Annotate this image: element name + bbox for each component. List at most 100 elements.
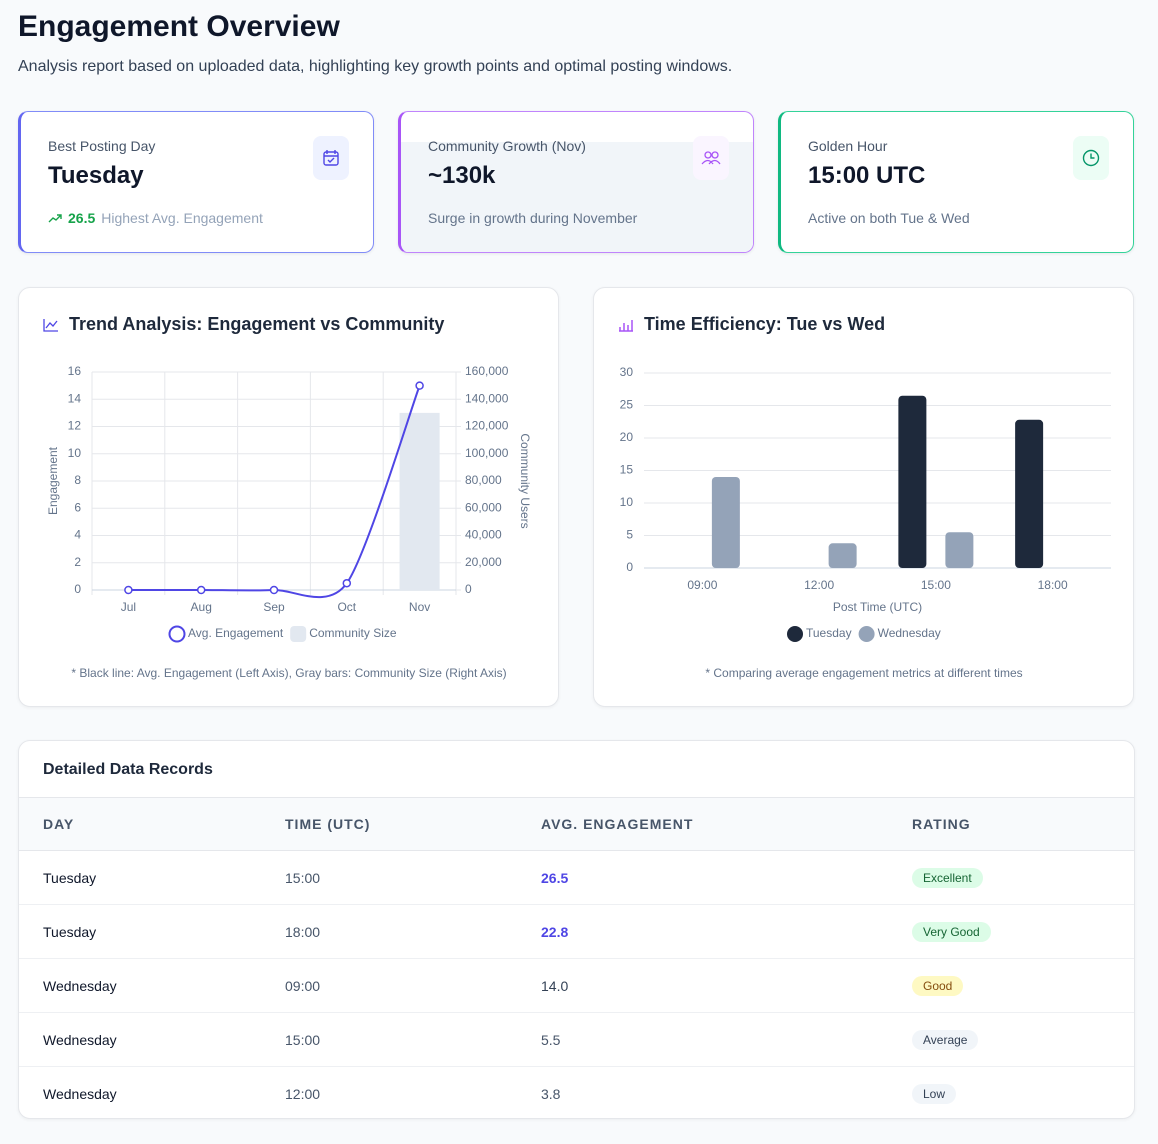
x-tick-label: Aug [191, 600, 212, 614]
cell: Excellent [911, 850, 1134, 905]
bar [945, 532, 974, 568]
y-tick-label: 2 [74, 555, 81, 569]
cell: 14.0 [540, 958, 911, 1013]
trend-icon [48, 214, 62, 223]
cell: 18:00 [284, 904, 540, 959]
cell: Tuesday [19, 904, 284, 959]
legend-swatch [290, 626, 307, 642]
card-label: Golden Hour [808, 138, 888, 154]
legend-swatch [787, 626, 803, 642]
cell: Tuesday [19, 850, 284, 905]
point [415, 381, 424, 390]
legend-swatch [168, 625, 186, 643]
y2-axis-title: Community Users [518, 433, 532, 528]
rating-badge: Very Good [912, 921, 991, 942]
x-tick-label: 12:00 [804, 578, 834, 592]
y-tick-label: 15 [620, 463, 634, 477]
card-icon [313, 136, 349, 180]
bar [711, 477, 740, 568]
chart-icon [619, 319, 633, 332]
cell: 15:00 [284, 850, 540, 905]
table-row: Wednesday 15:00 5.5 Average [19, 1012, 1134, 1067]
stat-card: Community Growth (Nov) ~130k Surge in gr… [398, 111, 754, 253]
legend-swatch [858, 626, 875, 642]
column-header: AVG. ENGAGEMENT [540, 797, 911, 851]
column-header: RATING [911, 797, 1134, 851]
bar [828, 543, 857, 568]
y-tick-label: 5 [626, 528, 633, 542]
card-note: Highest Avg. Engagement [101, 210, 263, 226]
data-table: DAY TIME (UTC) AVG. ENGAGEMENT RATING Tu… [19, 797, 1134, 1119]
y-tick-label: 10 [620, 495, 634, 509]
y-tick-label: 20 [620, 430, 634, 444]
rating-badge: Low [912, 1083, 957, 1104]
chart-heading: Time Efficiency: Tue vs Wed [618, 314, 885, 335]
chart-title: Trend Analysis: Engagement vs Community [69, 314, 445, 334]
chart: 0 2 4 6 8 10 12 14 16 0 20,000 40,000 60,000 80,000 10… [46, 364, 532, 680]
stat-card: Best Posting Day Tuesday 26.5 Highest Av… [18, 111, 374, 253]
page-subtitle: Analysis report based on uploaded data, … [18, 58, 733, 75]
legend-label: Avg. Engagement [188, 626, 284, 640]
bar [1015, 419, 1044, 568]
y-tick-label: 12 [68, 419, 82, 433]
x-tick-label: Oct [337, 600, 356, 614]
point [269, 585, 279, 595]
y-tick-label: 25 [620, 398, 634, 412]
legend-label: Tuesday [806, 626, 852, 640]
table-row: Wednesday 09:00 14.0 Good [19, 958, 1134, 1013]
table-row: Wednesday 12:00 3.8 Low [19, 1067, 1134, 1119]
cell: 26.5 [540, 850, 911, 905]
y2-tick-label: 40,000 [465, 528, 502, 542]
y2-tick-label: 120,000 [465, 419, 509, 433]
y-tick-label: 0 [626, 560, 633, 574]
point [342, 578, 352, 588]
cell: Average [911, 1012, 1134, 1067]
cell: 15:00 [284, 1012, 540, 1067]
cell: 12:00 [285, 1085, 321, 1102]
table-panel: Detailed Data Records DAY TIME (UTC) AVG… [18, 740, 1135, 1119]
x-tick-label: 15:00 [921, 578, 951, 592]
card-icon [1073, 136, 1109, 180]
rating-badge: Average [912, 1029, 979, 1050]
y2-tick-label: 100,000 [465, 446, 509, 460]
stat-card: Golden Hour 15:00 UTC Active on both Tue… [778, 111, 1134, 253]
chart-footnote: * Black line: Avg. Engagement (Left Axis… [71, 666, 506, 680]
column-header: DAY [19, 797, 284, 851]
card-icon [693, 136, 729, 180]
cell: Low [911, 1067, 1134, 1119]
y2-tick-label: 0 [465, 582, 472, 596]
x-tick-label: Nov [409, 600, 430, 614]
cell: 5.5 [540, 1012, 911, 1067]
table-title: Detailed Data Records [43, 761, 213, 778]
y-tick-label: 6 [74, 500, 81, 514]
cell: Very Good [911, 904, 1134, 959]
line [128, 385, 421, 599]
chart-panel: Time Efficiency: Tue vs Wed 0 5 10 15 20 25 30… [593, 287, 1134, 707]
cell: 3.8 [541, 1085, 561, 1102]
legend-label: Community Size [309, 626, 397, 640]
y-axis-title: Engagement [46, 446, 60, 515]
table-row: Tuesday 18:00 22.8 Very Good [19, 904, 1134, 959]
x-tick-label: 09:00 [687, 578, 717, 592]
card-note: Surge in growth during November [428, 210, 638, 226]
table-row: Tuesday 15:00 26.5 Excellent [19, 850, 1134, 905]
card-value: Tuesday [48, 162, 144, 189]
page-title: Engagement Overview [18, 10, 340, 43]
card-label: Best Posting Day [48, 138, 156, 154]
card-note: Active on both Tue & Wed [808, 210, 970, 226]
card-label: Community Growth (Nov) [428, 138, 586, 154]
card-value: 15:00 UTC [808, 162, 926, 189]
y2-tick-label: 20,000 [465, 555, 502, 569]
chart-footnote: * Comparing average engagement metrics a… [705, 666, 1022, 680]
y-tick-label: 14 [68, 391, 82, 405]
y2-tick-label: 60,000 [465, 500, 502, 514]
header-row: DAY TIME (UTC) AVG. ENGAGEMENT RATING [19, 797, 1134, 851]
x-axis-title: Post Time (UTC) [833, 600, 922, 614]
y2-tick-label: 160,000 [465, 364, 509, 378]
cell: Wednesday [19, 1012, 284, 1067]
point [124, 585, 133, 595]
card-trend: 26.5 [68, 210, 96, 226]
y-tick-label: 4 [74, 528, 81, 542]
x-tick-label: Jul [121, 600, 136, 614]
